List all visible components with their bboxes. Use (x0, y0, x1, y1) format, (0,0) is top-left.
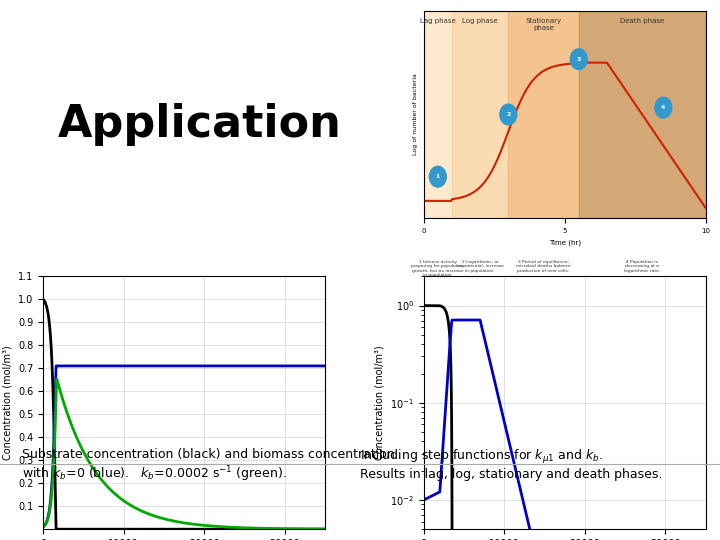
Text: Including step functions for $k_{\mu 1}$ and $k_b$.
Results in lag, log, station: Including step functions for $k_{\mu 1}$… (360, 448, 662, 481)
Text: Substrate concentration (black) and biomass concentration
with $k_b$=0 (blue).  : Substrate concentration (black) and biom… (22, 448, 395, 484)
Y-axis label: Concentration (mol/m³): Concentration (mol/m³) (374, 346, 384, 460)
Y-axis label: Concentration (mol/m³): Concentration (mol/m³) (3, 346, 12, 460)
Text: Application: Application (58, 103, 341, 146)
